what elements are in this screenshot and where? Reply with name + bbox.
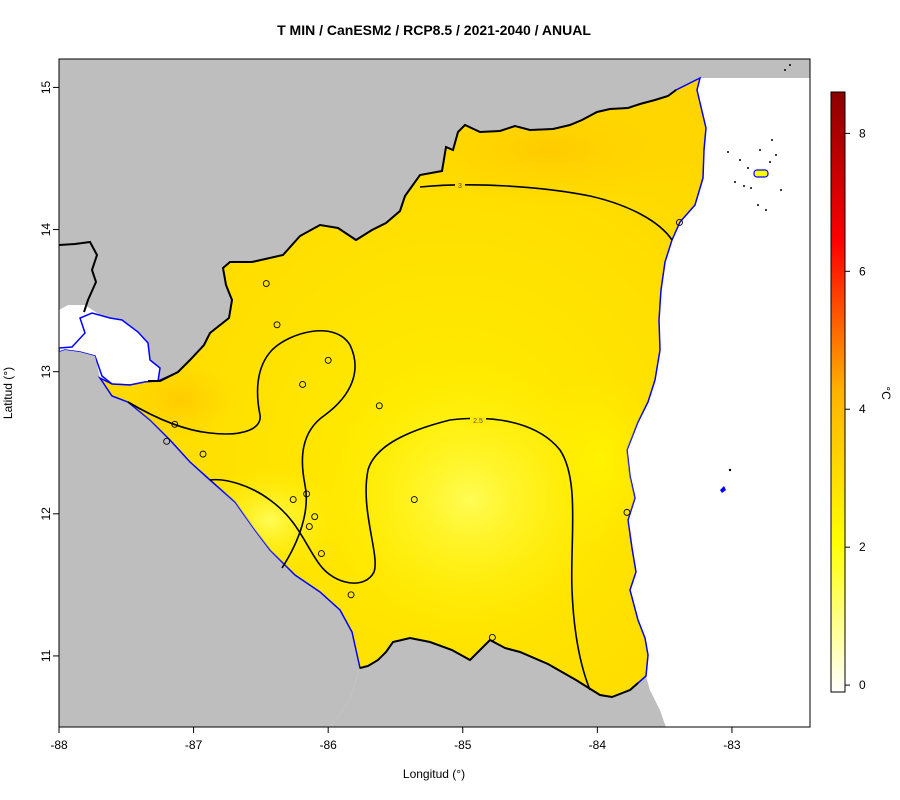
caribbean-sea <box>627 78 810 727</box>
national-border <box>148 89 677 382</box>
x-tick-label: -88 <box>50 738 68 752</box>
station-marker <box>675 218 683 226</box>
x-axis-label: Longitud (°) <box>403 767 465 781</box>
honduras-el-salvador-border <box>59 240 99 313</box>
station-marker <box>311 513 319 521</box>
colorbar-tick-label: 6 <box>859 264 866 278</box>
x-tick-label: -84 <box>589 738 607 752</box>
contour-label-3: 3 <box>458 183 462 190</box>
colorbar: 0 2 4 6 8 °C <box>830 91 893 693</box>
colorbar-ramp <box>830 91 846 693</box>
station-marker <box>199 450 207 458</box>
station-marker <box>262 280 270 288</box>
station-marker <box>273 321 281 329</box>
y-tick-label: 14 <box>39 223 53 237</box>
colorbar-unit: °C <box>879 386 893 400</box>
colorbar-tick-label: 4 <box>859 402 866 416</box>
station-marker <box>171 420 179 428</box>
station-marker <box>623 508 631 516</box>
el-salvador-land <box>59 350 360 727</box>
costa-rica-land <box>330 638 666 727</box>
colorbar-tick-label: 0 <box>859 678 866 692</box>
contour-2-5 <box>209 417 591 691</box>
x-tick-label: -87 <box>185 738 203 752</box>
plot-frame <box>58 58 811 728</box>
x-tick-label: -83 <box>723 738 741 752</box>
station-marker <box>305 523 313 531</box>
x-tick-label: -85 <box>454 738 472 752</box>
map-title: T MIN / CanESM2 / RCP8.5 / 2021-2040 / A… <box>277 22 591 38</box>
contour-label-2-5: 2.5 <box>473 418 483 425</box>
x-tick-label: -86 <box>320 738 338 752</box>
y-tick-label: 12 <box>39 507 53 521</box>
station-markers <box>163 218 683 641</box>
x-axis: -88 -87 -86 -85 -84 -83 <box>50 727 741 752</box>
station-marker <box>299 381 307 388</box>
station-marker <box>317 550 325 558</box>
contour-3-west <box>127 330 356 569</box>
y-axis-label: Latitud (°) <box>1 367 15 419</box>
station-marker <box>347 591 355 599</box>
contour-label-bg-2-5 <box>470 416 486 424</box>
offshore-cays <box>720 64 791 493</box>
station-marker <box>488 634 496 641</box>
y-tick-label: 11 <box>39 649 53 662</box>
station-marker <box>410 496 418 504</box>
station-marker <box>375 402 383 410</box>
map-panel: 3 2.5 <box>59 59 810 727</box>
colorbar-ticks: 0 2 4 6 8 <box>845 126 866 692</box>
costa-rica-border <box>359 636 639 699</box>
colorbar-tick-label: 2 <box>859 540 866 554</box>
station-marker <box>303 490 311 498</box>
station-marker <box>163 437 171 445</box>
station-marker <box>289 496 297 504</box>
station-marker <box>324 356 332 364</box>
temperature-field <box>97 76 707 698</box>
honduras-land <box>59 59 810 381</box>
y-tick-label: 13 <box>39 365 53 379</box>
y-tick-label: 15 <box>39 80 53 94</box>
colorbar-tick-label: 8 <box>859 126 866 140</box>
y-axis: 11 12 13 14 15 <box>39 80 59 662</box>
contour-label-bg-3 <box>455 181 465 189</box>
